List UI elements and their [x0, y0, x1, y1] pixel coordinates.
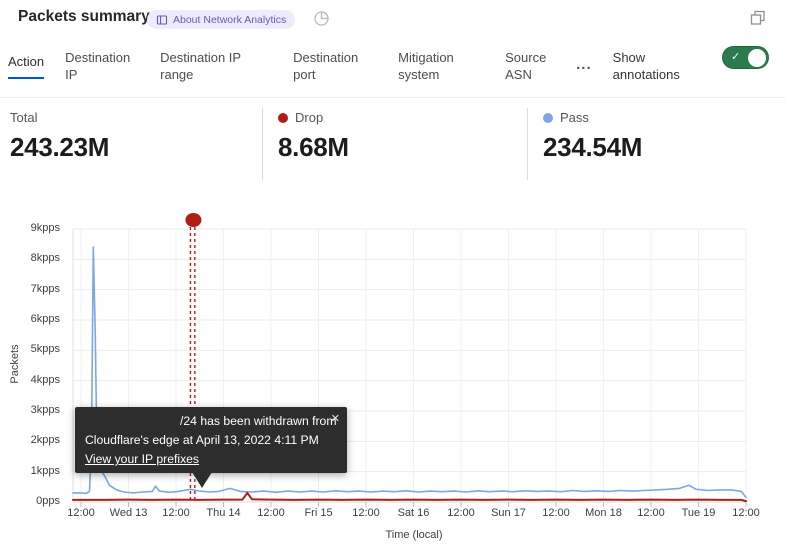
xtick-label: 12:00	[637, 507, 665, 519]
xtick-label: Thu 14	[206, 507, 241, 519]
pie-chart-icon[interactable]	[313, 10, 330, 27]
show-annotations-label: Show annotations	[612, 50, 680, 82]
ytick-label: 0pps	[36, 495, 60, 507]
xtick-label: Sun 17	[491, 507, 526, 519]
stat-label: Pass	[560, 110, 589, 125]
xtick-label: 12:00	[352, 507, 380, 519]
stat-pass: Pass 234.54M	[543, 110, 642, 163]
page-title: Packets summary	[18, 8, 150, 25]
about-network-analytics-badge[interactable]: About Network Analytics	[147, 10, 296, 29]
view-ip-prefixes-link[interactable]: View your IP prefixes	[85, 452, 200, 466]
ytick-label: 5kpps	[30, 343, 60, 356]
xtick-label: Fri 15	[304, 507, 333, 519]
tab-destination-port[interactable]: Destination port	[293, 50, 359, 82]
tab-destination-ip-range[interactable]: Destination IP range	[160, 50, 241, 82]
xtick-label: Mon 18	[585, 507, 622, 519]
tab-source-asn[interactable]: Source ASN	[505, 50, 547, 82]
ytick-label: 2kpps	[30, 434, 60, 447]
badge-label: About Network Analytics	[173, 13, 287, 26]
expand-card-icon[interactable]	[749, 9, 767, 27]
close-icon[interactable]: ✕	[330, 413, 340, 425]
tooltip-line-2: Cloudflare's edge at April 13, 2022 4:11…	[85, 433, 319, 447]
stat-divider	[527, 108, 528, 180]
tab-destination-ip[interactable]: Destination IP	[65, 50, 131, 82]
x-axis-title: Time (local)	[385, 529, 443, 541]
ytick-label: 4kpps	[30, 373, 60, 386]
xtick-label: 12:00	[542, 507, 570, 519]
xtick-label: Sat 16	[397, 507, 430, 519]
ytick-label: 3kpps	[30, 404, 60, 416]
tab-action[interactable]: Action	[8, 53, 45, 79]
book-icon	[156, 14, 168, 26]
xtick-label: 12:00	[67, 507, 95, 519]
check-icon: ✓	[731, 51, 741, 63]
stat-drop: Drop 8.68M	[278, 110, 349, 163]
ytick-label: 7kpps	[30, 282, 60, 295]
xtick-label: 12:00	[162, 507, 190, 519]
xtick-label: 12:00	[447, 507, 475, 519]
pass-legend-dot	[543, 112, 553, 123]
ytick-label: 8kpps	[30, 252, 60, 265]
more-tabs-button[interactable]: ...	[576, 55, 592, 73]
ytick-label: 9kpps	[30, 222, 60, 234]
stats-row: Total 243.23M Drop 8.68M Pass 234.54M	[0, 106, 785, 182]
tab-mitigation-system[interactable]: Mitigation system	[398, 50, 454, 82]
stat-value: 234.54M	[543, 132, 643, 162]
drop-legend-dot	[278, 112, 288, 123]
annotation-tooltip: ✕ /24 has been withdrawn from Cloudflare…	[75, 407, 347, 488]
filter-tabs: Action Destination IP Destination IP range…	[8, 42, 701, 90]
stat-total: Total 243.23M	[10, 110, 109, 163]
section-divider	[0, 97, 785, 98]
stat-label: Drop	[295, 110, 324, 125]
xtick-label: 12:00	[257, 507, 285, 519]
y-axis-title: Packets	[9, 344, 21, 384]
ytick-label: 1kpps	[30, 464, 60, 477]
stat-divider	[262, 108, 263, 180]
stat-label: Total	[10, 110, 38, 125]
xtick-label: Tue 19	[681, 507, 716, 519]
show-annotations-toggle[interactable]: ✓	[722, 46, 769, 69]
xtick-label: 12:00	[732, 507, 760, 519]
stat-value: 8.68M	[278, 132, 349, 162]
tooltip-line-1: /24 has been withdrawn from	[180, 414, 337, 428]
ytick-label: 6kpps	[30, 313, 60, 325]
toggle-knob	[748, 48, 766, 67]
stat-value: 243.23M	[10, 132, 110, 162]
xtick-label: Wed 13	[109, 507, 148, 519]
